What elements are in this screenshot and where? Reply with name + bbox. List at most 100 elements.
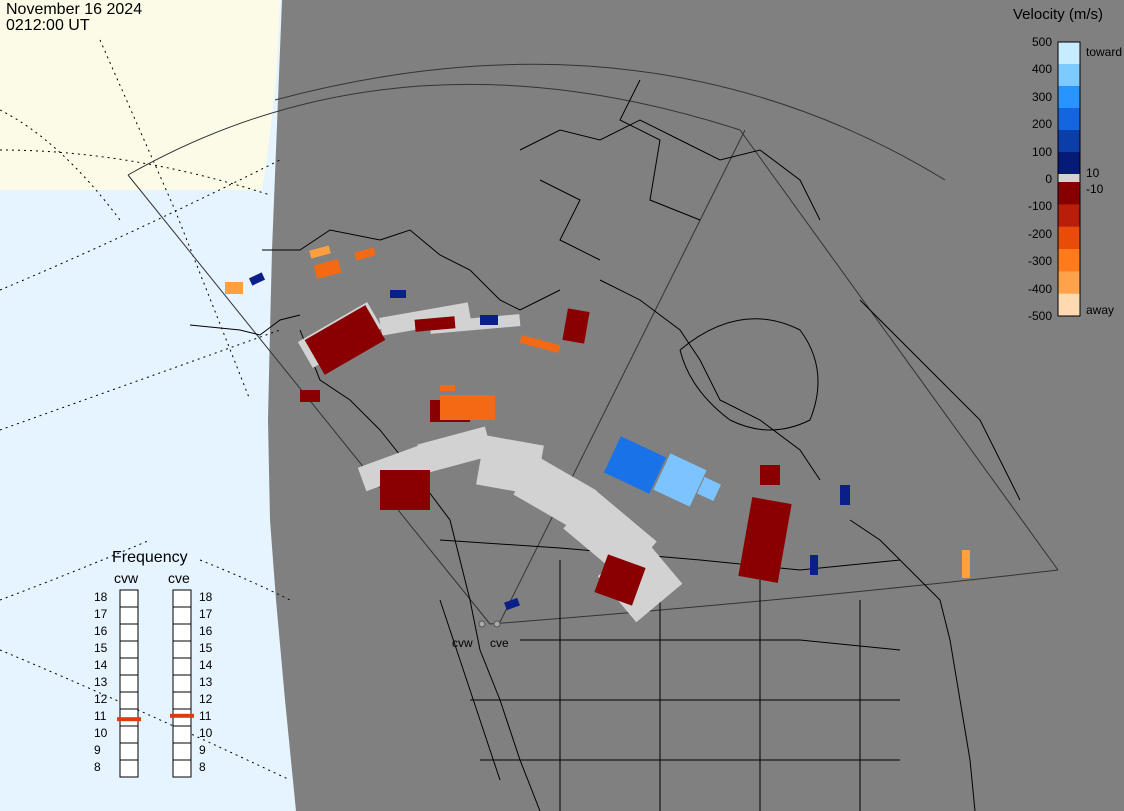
freq-cell [172, 742, 192, 761]
scatter-cell [357, 443, 433, 492]
freq-tick-right: 12 [199, 691, 213, 706]
freq-cell [172, 606, 192, 625]
colorbar-away-segment [1058, 271, 1080, 295]
colorbar-toward-segment [1058, 64, 1080, 87]
scatter-cell [354, 247, 376, 261]
freq-marker-cve [170, 713, 194, 718]
freq-marker-cvw [117, 717, 141, 722]
velocity-tick-label: 0 [1045, 172, 1052, 186]
freq-cell [119, 606, 139, 625]
scatter-cell [760, 465, 780, 485]
away-label: away [1086, 303, 1115, 317]
freq-tick-right: 9 [199, 742, 206, 757]
velocity-tick-label: -100 [1027, 199, 1052, 214]
colorbar-away-segment [1058, 293, 1080, 317]
freq-cell [119, 589, 139, 608]
scatter-cell [697, 477, 721, 501]
velocity-tick-label: 200 [1031, 117, 1052, 132]
freq-cell [172, 725, 192, 744]
colorbar-away-segment [1058, 249, 1080, 272]
colorbar-toward-segment [1058, 42, 1080, 65]
freq-cell [172, 759, 192, 778]
scatter-cell [594, 554, 646, 606]
freq-tick-right: 16 [199, 623, 213, 638]
colorbar-frame [1057, 41, 1081, 317]
colorbar-toward-segment [1058, 152, 1080, 175]
freq-cell [172, 640, 192, 659]
freq-cell [172, 589, 192, 608]
radar-label-cve: cve [490, 636, 509, 650]
pos-threshold-label: 10 [1086, 166, 1100, 180]
freq-tick-left: 10 [94, 725, 108, 740]
colorbar-zero-band [1058, 174, 1080, 182]
colorbar-toward-segment [1058, 86, 1080, 109]
velocity-colorbar [1057, 41, 1081, 317]
colorbar-away-segment [1058, 226, 1080, 250]
scatter-cell [380, 470, 430, 510]
freq-tick-left: 8 [94, 759, 101, 774]
freq-radar-label-cve: cve [168, 570, 190, 586]
colorbar-away-segment [1058, 204, 1080, 228]
colorbar-toward-segment [1058, 108, 1080, 131]
scatter-cell [390, 290, 406, 298]
scatter-cell [313, 259, 342, 279]
freq-tick-left: 18 [94, 589, 108, 604]
freq-tick-left: 11 [94, 708, 107, 723]
scatter-cell [417, 426, 493, 474]
freq-cell [172, 657, 192, 676]
freq-tick-left: 15 [94, 640, 108, 655]
velocity-tick-label: 100 [1031, 144, 1052, 159]
scatter-cell [414, 316, 456, 332]
scatter-cell [304, 305, 386, 375]
freq-tick-left: 14 [94, 657, 108, 672]
scatter-cell [300, 390, 320, 402]
freq-cell [172, 623, 192, 642]
freq-tick-left: 13 [94, 674, 108, 689]
freq-cell [119, 657, 139, 676]
freq-tick-left: 17 [94, 606, 108, 621]
freq-radar-label-cvw: cvw [114, 570, 139, 586]
velocity-legend-title: Velocity (m/s) [1013, 6, 1104, 23]
scatter-cell [738, 497, 792, 583]
freq-cell [172, 691, 192, 710]
field-of-view [127, 63, 1059, 625]
scatter-cell [840, 485, 850, 505]
land-region [268, 0, 1124, 811]
freq-cell [119, 623, 139, 642]
scatter-cell [519, 334, 561, 354]
frequency-title: Frequency [112, 549, 188, 566]
freq-cell [119, 725, 139, 744]
velocity-tick-label: -500 [1027, 309, 1052, 323]
scatter-cell [603, 436, 667, 494]
scatter-cell [309, 245, 331, 259]
radar-site-cvw [478, 620, 486, 628]
freq-tick-right: 10 [199, 725, 213, 740]
velocity-tick-label: 500 [1031, 35, 1052, 49]
coastlines [189, 79, 1021, 811]
scatter-cell [513, 455, 597, 530]
freq-tick-right: 14 [199, 657, 213, 672]
freq-tick-right: 18 [199, 589, 213, 604]
velocity-tick-label: -200 [1027, 226, 1052, 241]
scatter-cell [248, 272, 266, 286]
freq-tick-right: 8 [199, 759, 206, 774]
freq-tick-right: 13 [199, 674, 213, 689]
freq-cell [119, 742, 139, 761]
velocity-tick-label: 400 [1031, 62, 1052, 77]
frequency-columns [117, 589, 194, 778]
scatter-cell [810, 555, 818, 575]
freq-cell [119, 674, 139, 693]
velocity-tick-label: 300 [1031, 89, 1052, 104]
freq-cell [119, 640, 139, 659]
colorbar-toward-segment [1058, 130, 1080, 153]
freq-tick-left: 16 [94, 623, 108, 638]
freq-tick-right: 11 [199, 708, 212, 723]
colorbar-away-segment [1058, 182, 1080, 205]
scatter-cell [480, 315, 498, 325]
scatter-cell [504, 597, 520, 611]
radar-site-cve [493, 620, 501, 628]
scatter-cells [225, 245, 970, 623]
scatter-cell [440, 385, 455, 391]
